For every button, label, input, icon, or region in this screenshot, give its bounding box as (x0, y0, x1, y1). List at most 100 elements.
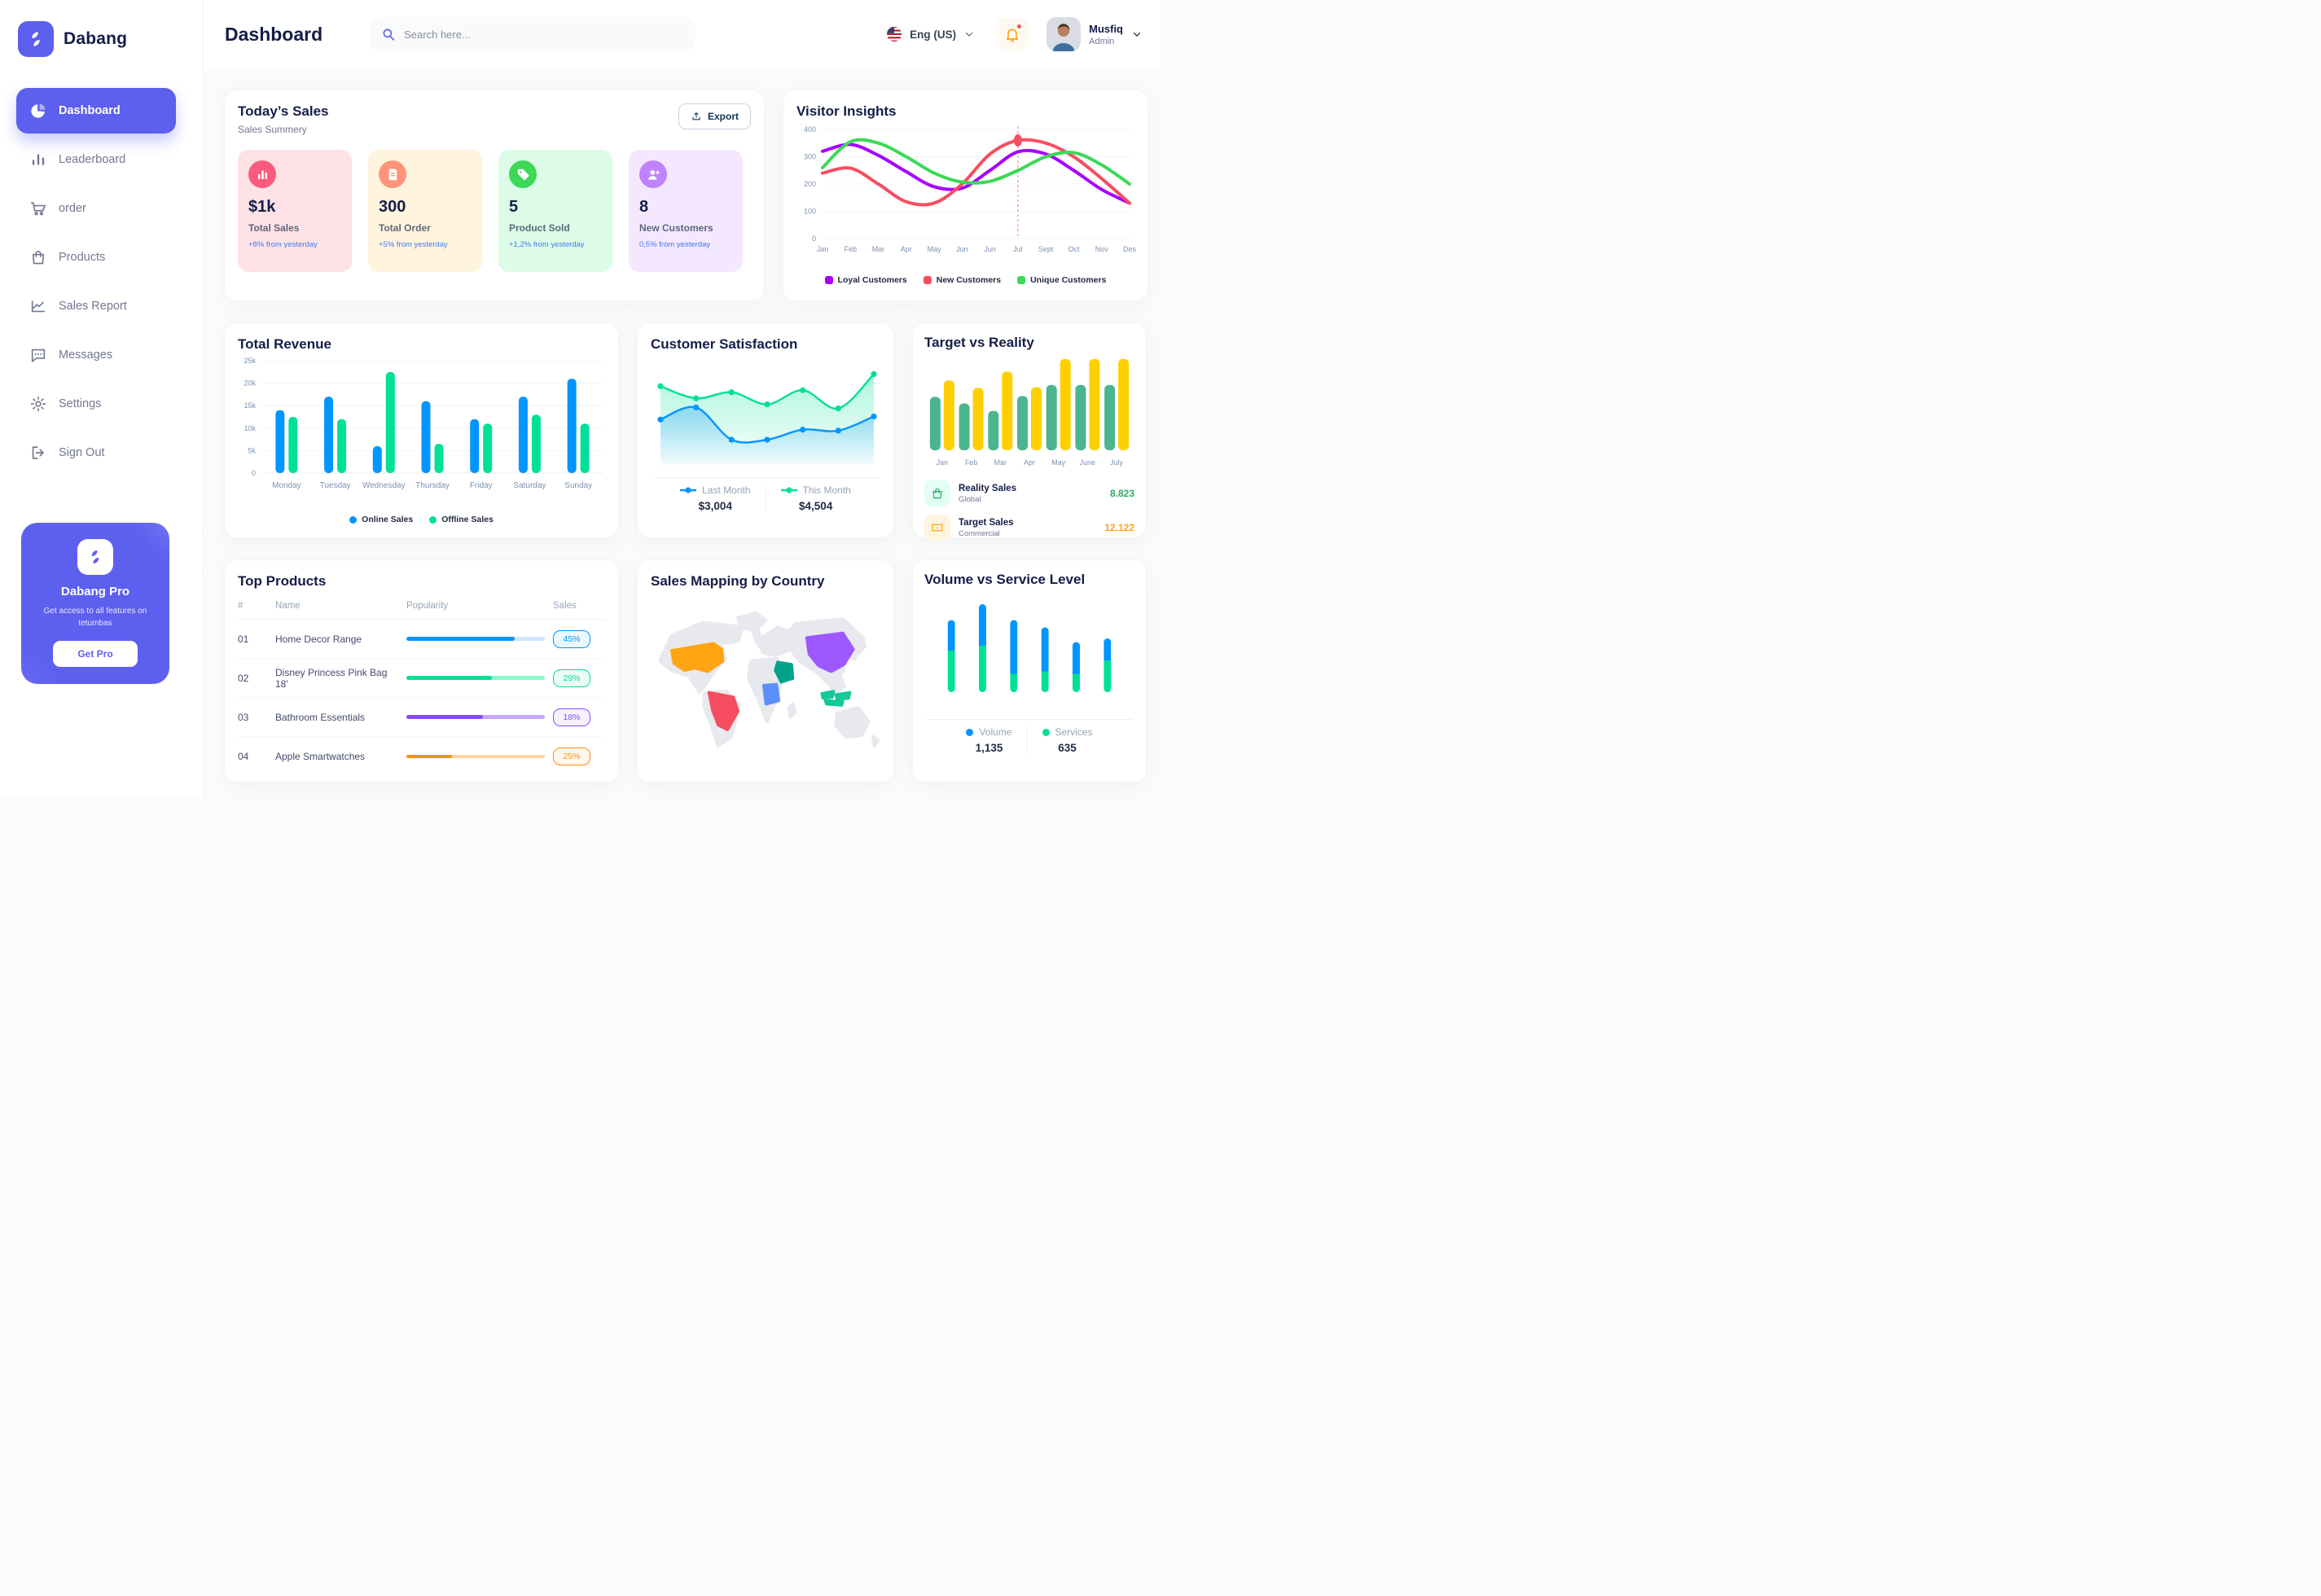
user-plus-icon (639, 160, 667, 188)
legend-item: New Customers (923, 275, 1001, 285)
svg-text:Oct: Oct (1068, 245, 1080, 253)
cart-icon (29, 200, 47, 217)
country-indonesia (820, 690, 852, 707)
sidebar-item-order[interactable]: order (16, 186, 186, 231)
sidebar-item-products[interactable]: Products (16, 235, 186, 280)
ticket-icon (924, 515, 950, 541)
brand[interactable]: Dabang (0, 15, 203, 64)
popularity-bar (406, 715, 545, 719)
top-products-title: Top Products (238, 573, 327, 589)
legend-value: 8.823 (1109, 488, 1134, 499)
svg-text:5k: 5k (248, 446, 256, 454)
todays-sales-title: Today’s Sales (238, 103, 329, 119)
stat-value: 5 (509, 198, 519, 216)
legend-item: This Month $4,504 (766, 484, 866, 512)
svg-text:Sunday: Sunday (564, 481, 592, 490)
todays-sales-subtitle: Sales Summery (238, 124, 307, 135)
legend-item: Reality Sales Global 8.823 (924, 480, 1134, 506)
svg-text:Tuesday: Tuesday (320, 481, 351, 490)
tag-icon (509, 160, 537, 188)
sidebar-item-leaderboard[interactable]: Leaderboard (16, 137, 186, 182)
us-flag-icon (887, 27, 902, 42)
todays-sales-card: Today’s Sales Sales Summery Export $1k To… (224, 90, 765, 301)
stat-delta: +5% from yesterday (379, 240, 448, 249)
promo-subtitle: Get access to all features on tetumbas (43, 607, 147, 628)
total-revenue-title: Total Revenue (238, 336, 331, 352)
notification-button[interactable] (996, 18, 1029, 50)
volume-service-chart (947, 604, 1112, 692)
sidebar-item-label: order (59, 202, 86, 215)
visitor-insights-legend: Loyal Customers New Customers Unique Custo… (796, 275, 1134, 285)
export-icon (692, 112, 700, 121)
legend-item: Offline Sales (429, 515, 494, 524)
sales-map-card: Sales Mapping by Country (637, 559, 894, 783)
svg-text:Des: Des (1123, 245, 1136, 253)
user-menu[interactable]: Musfiq Admin (1046, 17, 1143, 51)
svg-text:Apr: Apr (1024, 458, 1035, 467)
legend-value: $4,504 (799, 500, 833, 512)
brand-name: Dabang (64, 29, 128, 48)
legend-item: Volume 1,135 (951, 726, 1026, 754)
column-header: # (238, 601, 244, 611)
svg-text:Mar: Mar (994, 458, 1007, 467)
message-icon (29, 346, 47, 364)
sales-badge: 45% (553, 629, 590, 648)
stat-label: New Customers (639, 222, 713, 234)
table-row: 03 Bathroom Essentials 18% (238, 698, 605, 737)
get-pro-button[interactable]: Get Pro (53, 641, 138, 667)
search-icon (383, 28, 395, 41)
bag-icon (29, 248, 47, 266)
svg-text:Feb: Feb (965, 458, 978, 467)
svg-text:May: May (1051, 458, 1066, 467)
popularity-bar (406, 637, 545, 641)
user-info: Musfiq Admin (1089, 23, 1123, 46)
sidebar-item-dashboard[interactable]: Dashboard (16, 88, 176, 134)
total-revenue-legend: Online Sales Offline Sales (238, 515, 605, 524)
sidebar-item-sales-report[interactable]: Sales Report (16, 283, 186, 329)
sales-map-title: Sales Mapping by Country (651, 573, 825, 589)
chevron-down-icon (966, 32, 973, 37)
svg-text:Feb: Feb (845, 245, 858, 253)
sidebar-item-messages[interactable]: Messages (16, 332, 186, 378)
volume-service-card: Volume vs Service Level Volume 1,135 Servi… (912, 559, 1147, 783)
stat-value: 8 (639, 198, 649, 216)
stat-card: 8 New Customers 0,5% from yesterday (629, 150, 743, 272)
sidebar-item-label: Dashboard (59, 104, 121, 117)
svg-text:10k: 10k (244, 424, 256, 432)
country-china (805, 631, 855, 673)
search-input[interactable] (404, 28, 685, 41)
search-bar[interactable] (370, 17, 696, 51)
sidebar-item-settings[interactable]: Settings (16, 381, 186, 427)
sidebar-item-label: Sign Out (59, 446, 105, 459)
sidebar-item-sign-out[interactable]: Sign Out (16, 430, 186, 476)
sales-badge: 29% (553, 669, 590, 687)
sales-badge: 25% (553, 748, 590, 765)
svg-text:0: 0 (812, 235, 816, 243)
target-reality-title: Target vs Reality (924, 335, 1034, 350)
svg-text:100: 100 (804, 208, 816, 216)
svg-text:200: 200 (804, 180, 816, 188)
country-us (669, 642, 725, 673)
language-selector[interactable]: Eng (US) (886, 26, 975, 42)
receipt-icon (379, 160, 406, 188)
user-name: Musfiq (1089, 22, 1123, 35)
legend-item: Services 635 (1028, 726, 1108, 754)
top-products-card: Top Products # Name Popularity Sales 01 Home … (224, 559, 619, 783)
stat-delta: +8% from yesterday (248, 240, 318, 249)
stat-cards: $1k Total Sales +8% from yesterday 300 Total… (238, 150, 751, 272)
world-map (658, 611, 880, 748)
popularity-bar (406, 754, 545, 759)
export-button[interactable]: Export (678, 103, 751, 129)
chevron-down-icon (1133, 32, 1141, 37)
stat-delta: +1,2% from yesterday (509, 240, 585, 249)
brand-logo-icon (18, 21, 54, 57)
promo-logo-icon (77, 539, 113, 575)
svg-text:July: July (1110, 458, 1124, 467)
pie-chart-icon (29, 102, 47, 120)
bell-icon (1006, 28, 1019, 42)
stat-value: $1k (248, 198, 276, 216)
total-revenue-chart: 0 5k 10k 15k 20k 25k Monday Tuesday Wednesday Thu… (244, 357, 603, 490)
user-role: Admin (1089, 36, 1115, 46)
sales-badge: 18% (553, 708, 590, 726)
svg-text:Jun: Jun (984, 245, 996, 253)
